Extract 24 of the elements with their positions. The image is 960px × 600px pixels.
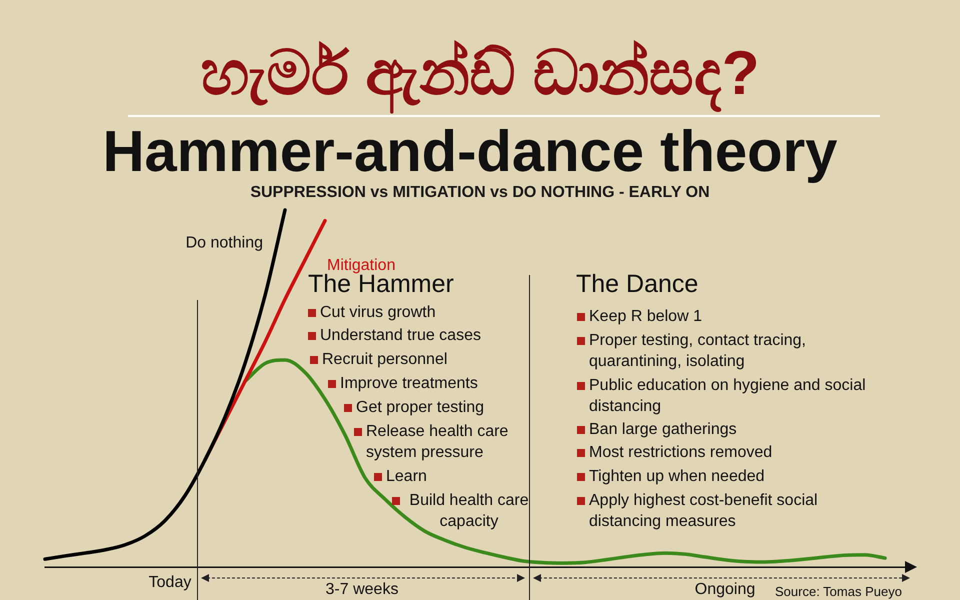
annotation: Recruit personnel [322, 351, 448, 368]
chart-title: Hammer-and-dance theory [102, 118, 838, 185]
annotation: Build health care capacity [408, 491, 530, 532]
annotation: Ban large gatherings [589, 420, 738, 440]
series-label: Do nothing [186, 234, 263, 252]
annotation: Understand true cases [320, 327, 481, 344]
annotation: Release health care system pressure [366, 422, 510, 463]
series-label: Mitigation [327, 257, 396, 274]
annotation: Learn [386, 468, 427, 485]
annotation: Apply highest cost-benefit social distancing measures [589, 491, 819, 532]
annotation: The Dance [576, 270, 698, 299]
source-note: Source: Tomas Pueyo [775, 584, 902, 599]
text: 3-7 weeks [324, 581, 400, 599]
annotation: Improve treatments [340, 375, 478, 392]
annotation: Proper testing, contact tracing, quarantining, isolating [589, 331, 807, 372]
annotation: Cut virus growth [320, 304, 436, 321]
annotation: Most restrictions removed [589, 443, 774, 463]
chart-subtitle: SUPPRESSION vs MITIGATION vs DO NOTHING - EARLY ON [249, 184, 711, 202]
annotation: Get proper testing [356, 399, 484, 416]
annotation: Public education on hygiene and social distancing [589, 376, 867, 417]
text: Ongoing [694, 581, 756, 599]
annotation: Tighten up when needed [589, 467, 766, 487]
annotation: Keep R below 1 [589, 307, 703, 327]
text: Today [148, 574, 192, 592]
